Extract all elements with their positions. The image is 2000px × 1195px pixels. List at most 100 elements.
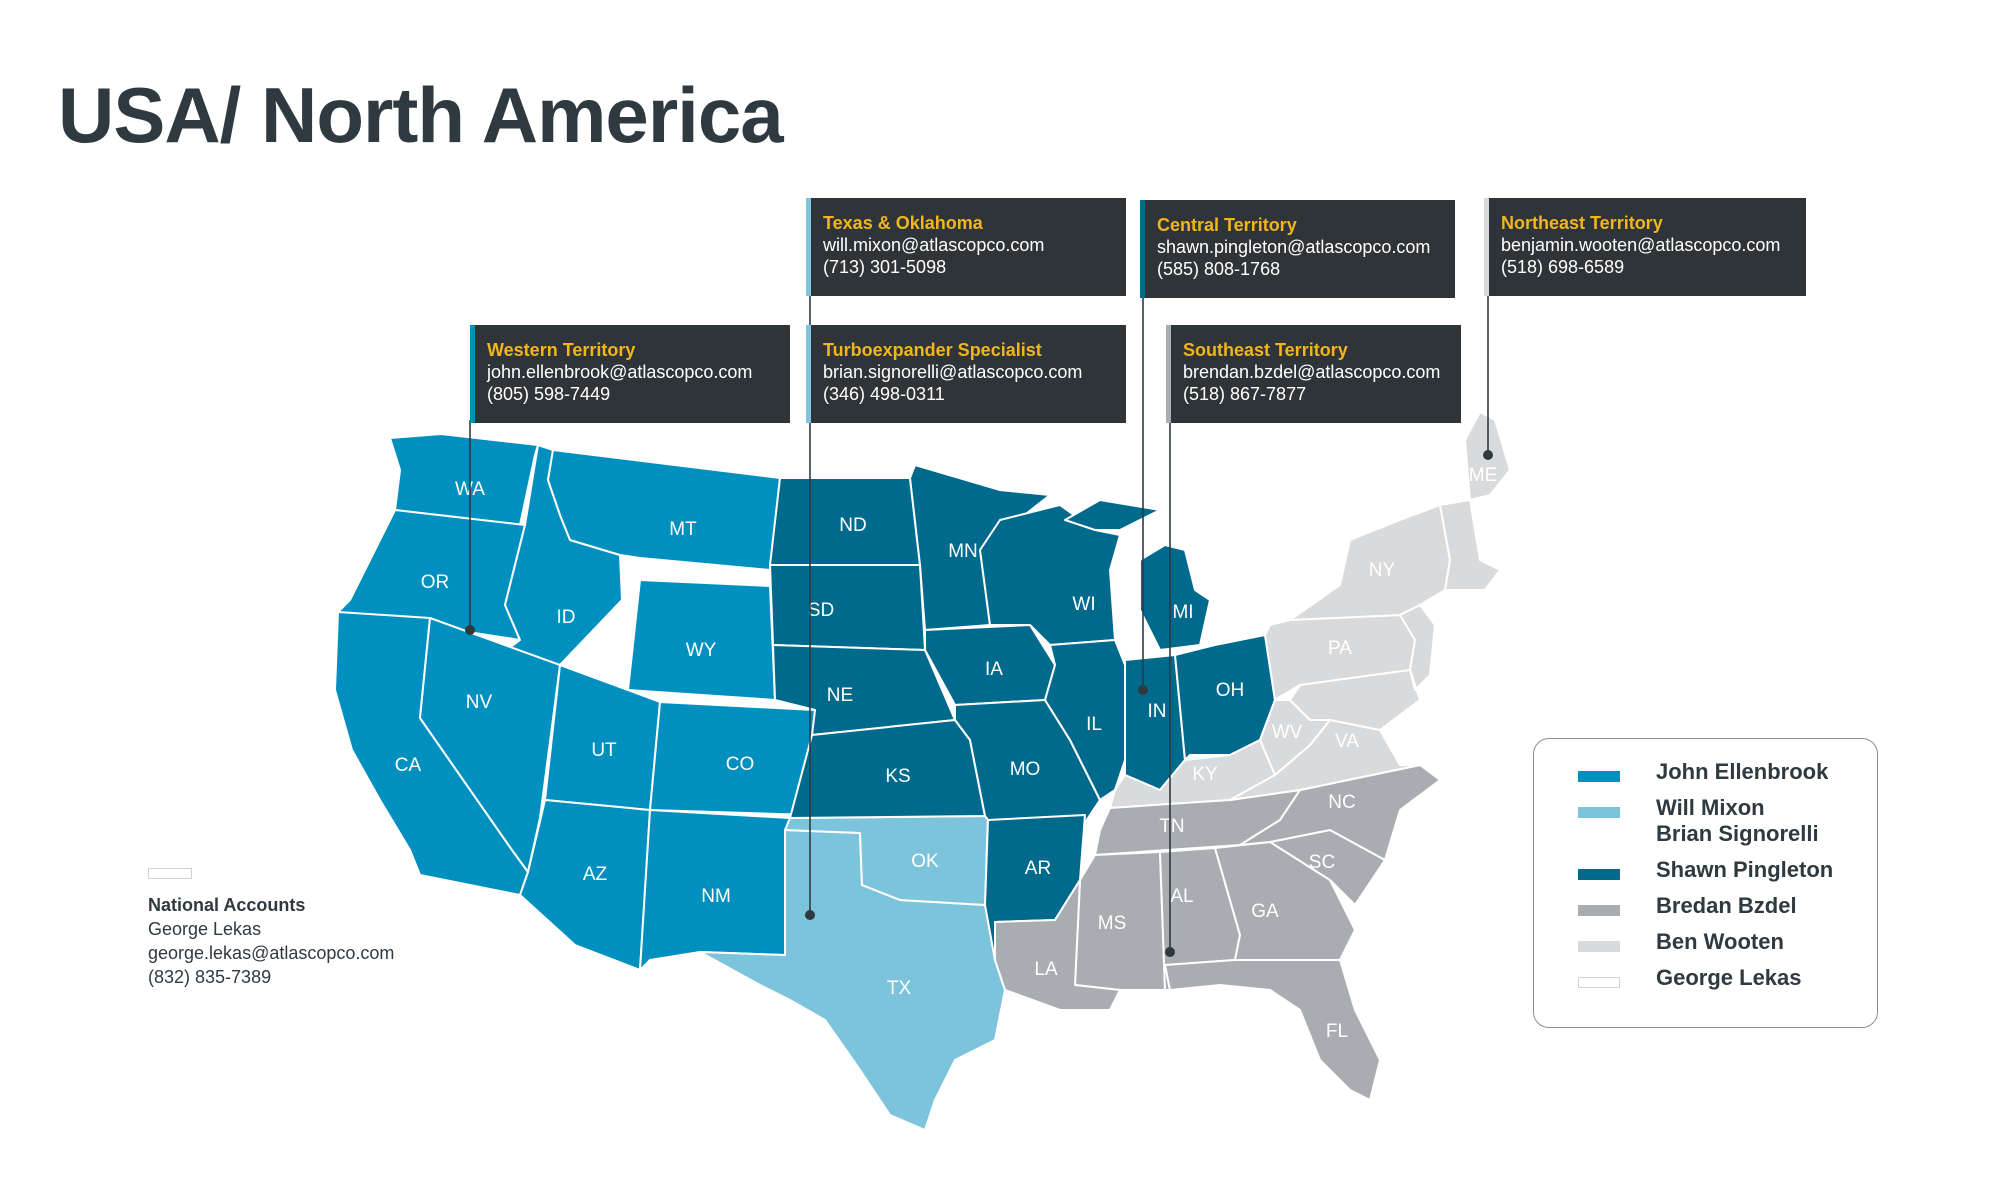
- contact-card-central: Central Territory shawn.pingleton@atlasc…: [1140, 200, 1455, 298]
- state-label-nd: ND: [839, 515, 866, 536]
- state-label-me: ME: [1469, 465, 1498, 486]
- state-label-ne: NE: [827, 685, 853, 706]
- state-label-mn: MN: [948, 541, 978, 562]
- legend-swatch: [1578, 771, 1620, 782]
- contact-title: Northeast Territory: [1501, 213, 1663, 233]
- state-label-mt: MT: [669, 519, 697, 540]
- contact-card-southeast: Southeast Territory brendan.bzdel@atlasc…: [1166, 325, 1461, 423]
- contact-email[interactable]: brendan.bzdel@atlascopco.com: [1183, 362, 1441, 382]
- pin-northeast: [1483, 450, 1493, 460]
- state-nj-md: [1289, 604, 1436, 731]
- national-accounts-name: George Lekas: [148, 919, 262, 939]
- state-labels: WAORCAIDNVMTWYUTAZCONMTXOKNDSDNEKSMNIAMO…: [395, 465, 1497, 1042]
- state-label-ky: KY: [1192, 764, 1218, 785]
- legend-label: John Ellenbrook: [1656, 759, 1829, 784]
- pin-western: [465, 625, 475, 635]
- state-label-ut: UT: [591, 740, 617, 761]
- contact-title: Central Territory: [1157, 215, 1297, 235]
- contact-email[interactable]: john.ellenbrook@atlascopco.com: [487, 362, 753, 382]
- legend-item: John Ellenbrook: [1578, 759, 1877, 795]
- state-fl: [1164, 959, 1381, 1101]
- legend-label: Ben Wooten: [1656, 929, 1784, 954]
- contact-phone[interactable]: (713) 301-5098: [823, 257, 947, 277]
- contact-phone[interactable]: (805) 598-7449: [487, 384, 611, 404]
- legend: John Ellenbrook Will Mixon Brian Signore…: [1533, 738, 1878, 1028]
- state-label-va: VA: [1335, 731, 1359, 752]
- state-la: [994, 879, 1121, 1011]
- page-title: USA/ North America: [58, 71, 784, 159]
- legend-swatch: [1578, 941, 1620, 952]
- legend-item: George Lekas: [1578, 965, 1877, 1001]
- state-label-ok: OK: [911, 851, 939, 872]
- state-label-sd: SD: [808, 600, 834, 621]
- state-label-il: IL: [1086, 714, 1102, 735]
- legend-item: Bredan Bzdel: [1578, 893, 1877, 929]
- national-accounts-phone[interactable]: (832) 835-7389: [148, 967, 272, 987]
- legend-swatch: [1578, 807, 1620, 818]
- pin-texas: [805, 910, 815, 920]
- state-label-pa: PA: [1328, 638, 1352, 659]
- state-label-mo: MO: [1010, 759, 1041, 780]
- state-ne-states: [1439, 499, 1501, 591]
- contact-card-northeast: Northeast Territory benjamin.wooten@atla…: [1484, 198, 1806, 296]
- state-label-nm: NM: [701, 886, 731, 907]
- state-sd: [769, 564, 926, 651]
- state-label-sc: SC: [1309, 852, 1335, 873]
- state-label-ga: GA: [1251, 901, 1279, 922]
- national-accounts-email[interactable]: george.lekas@atlascopco.com: [148, 943, 395, 963]
- legend-label: George Lekas: [1656, 965, 1802, 990]
- state-label-ks: KS: [885, 766, 910, 787]
- state-label-nv: NV: [466, 692, 493, 713]
- contact-email[interactable]: shawn.pingleton@atlascopco.com: [1157, 237, 1431, 257]
- contact-phone[interactable]: (585) 808-1768: [1157, 259, 1281, 279]
- state-mi: [1064, 499, 1211, 651]
- state-label-al: AL: [1170, 886, 1193, 907]
- state-label-or: OR: [421, 572, 450, 593]
- state-label-co: CO: [726, 754, 755, 775]
- contact-email[interactable]: benjamin.wooten@atlascopco.com: [1501, 235, 1781, 255]
- state-label-in: IN: [1148, 701, 1167, 722]
- contact-card-texas: Texas & Oklahoma will.mixon@atlascopco.c…: [806, 198, 1126, 296]
- state-label-id: ID: [557, 607, 576, 628]
- state-label-oh: OH: [1216, 680, 1245, 701]
- state-label-ia: IA: [985, 659, 1003, 680]
- contact-card-western: Western Territory john.ellenbrook@atlasc…: [470, 325, 790, 423]
- national-accounts-title: National Accounts: [148, 895, 306, 915]
- state-label-wy: WY: [686, 640, 717, 661]
- state-il: [1044, 639, 1126, 801]
- state-label-ca: CA: [395, 755, 422, 776]
- legend-label: Shawn Pingleton: [1656, 857, 1834, 882]
- state-label-mi: MI: [1172, 602, 1193, 623]
- state-label-tn: TN: [1159, 816, 1184, 837]
- legend-item: Shawn Pingleton: [1578, 857, 1877, 893]
- contact-card-turbo: Turboexpander Specialist brian.signorell…: [806, 325, 1126, 423]
- state-wa: [389, 433, 539, 526]
- pin-central: [1138, 685, 1148, 695]
- legend-item: Will Mixon Brian Signorelli: [1578, 795, 1877, 857]
- legend-label: Bredan Bzdel: [1656, 893, 1797, 918]
- state-label-ar: AR: [1025, 858, 1051, 879]
- state-label-az: AZ: [583, 864, 608, 885]
- state-nc: [1239, 764, 1441, 861]
- state-label-wi: WI: [1072, 594, 1095, 615]
- legend-swatch: [1578, 905, 1620, 916]
- state-label-ny: NY: [1369, 560, 1396, 581]
- contact-phone[interactable]: (518) 867-7877: [1183, 384, 1307, 404]
- state-label-tx: TX: [887, 978, 912, 999]
- state-label-fl: FL: [1326, 1021, 1348, 1042]
- legend-item: Ben Wooten: [1578, 929, 1877, 965]
- contact-email[interactable]: brian.signorelli@atlascopco.com: [823, 362, 1083, 382]
- contact-title: Turboexpander Specialist: [823, 340, 1042, 360]
- national-accounts: National Accounts George Lekas george.le…: [148, 868, 394, 989]
- contact-email[interactable]: will.mixon@atlascopco.com: [823, 235, 1045, 255]
- contact-title: Texas & Oklahoma: [823, 213, 983, 233]
- contact-title: Western Territory: [487, 340, 636, 360]
- legend-swatch: [1578, 869, 1620, 880]
- contact-phone[interactable]: (518) 698-6589: [1501, 257, 1625, 277]
- contact-title: Southeast Territory: [1183, 340, 1348, 360]
- contact-phone[interactable]: (346) 498-0311: [823, 384, 945, 404]
- state-shapes: [334, 411, 1511, 1131]
- state-label-nc: NC: [1328, 792, 1355, 813]
- legend-swatch: [1578, 977, 1620, 988]
